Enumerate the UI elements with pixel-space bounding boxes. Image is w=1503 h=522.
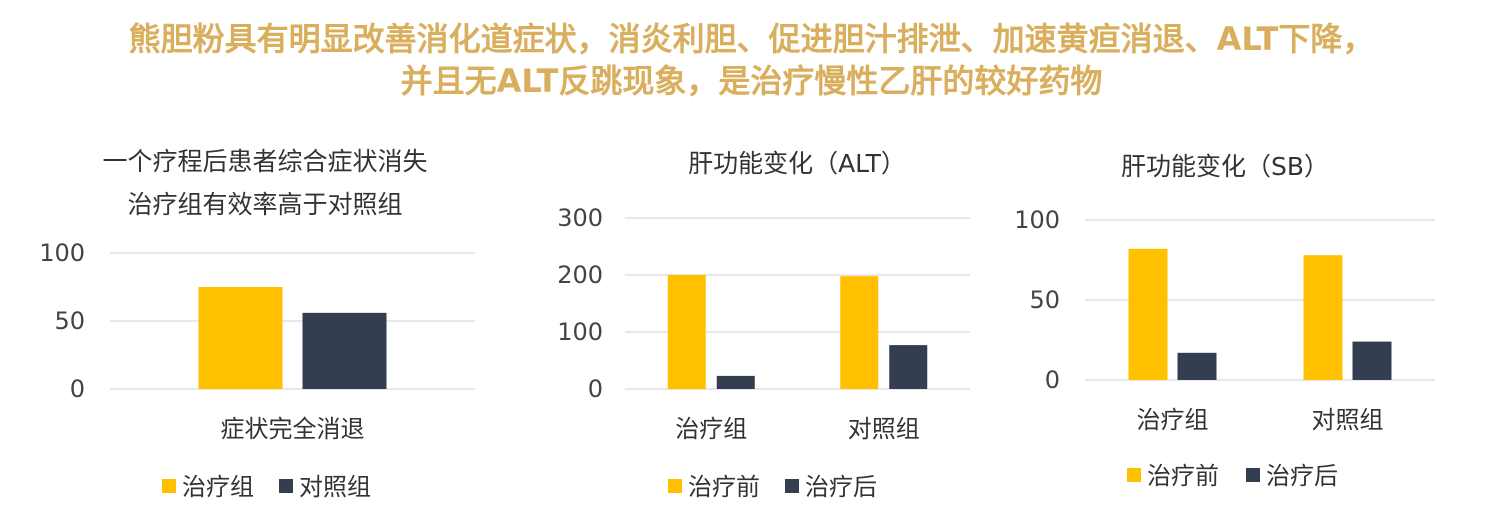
bar-series-1: [1303, 255, 1343, 380]
chart-symptoms: 一个疗程后患者综合症状消失 治疗组有效率高于对照组 0 50 100 症状完全消退 治…: [39, 147, 475, 501]
bar-series-2: [1177, 352, 1217, 380]
legend-label-after: 治疗后: [1266, 462, 1338, 490]
y-tick-label: 300: [557, 204, 603, 232]
legend-label-control: 对照组: [299, 473, 371, 501]
y-tick-label: 200: [557, 261, 603, 289]
x-category-label: 治疗组: [675, 415, 747, 443]
y-tick-label: 0: [588, 375, 603, 403]
legend-swatch-treatment: [162, 479, 176, 493]
x-category-label: 症状完全消退: [221, 415, 365, 443]
x-category-label: 对照组: [1312, 406, 1384, 434]
chart-symptoms-legend: 治疗组 对照组: [162, 473, 371, 501]
y-tick-label: 100: [557, 318, 603, 346]
legend-label-after: 治疗后: [805, 473, 877, 501]
bar-series-2: [716, 375, 755, 389]
y-tick-label: 50: [1029, 286, 1060, 314]
chart-sb-title: 肝功能变化（SB）: [1121, 152, 1329, 181]
chart-symptoms-subtitle: 治疗组有效率高于对照组: [127, 190, 402, 219]
y-tick-label: 100: [39, 239, 85, 267]
bar-series-2: [302, 312, 387, 389]
chart-symptoms-title: 一个疗程后患者综合症状消失: [102, 147, 427, 176]
legend-label-before: 治疗前: [1147, 462, 1219, 490]
legend-swatch-before: [1127, 468, 1141, 482]
bar-series-2: [1352, 341, 1392, 380]
bar-series-1: [1128, 248, 1168, 380]
legend-label-before: 治疗前: [688, 473, 760, 501]
chart-sb-plot: 0 50 100 治疗组 对照组: [1014, 206, 1435, 434]
chart-alt-title: 肝功能变化（ALT）: [688, 149, 906, 178]
legend-swatch-before: [668, 479, 682, 493]
chart-sb: 肝功能变化（SB） 0 50 100 治疗组 对照组 治疗前 治疗后: [1014, 152, 1435, 490]
chart-sb-legend: 治疗前 治疗后: [1127, 462, 1338, 490]
bar-series-1: [840, 276, 879, 389]
legend-swatch-after: [1246, 468, 1260, 482]
chart-symptoms-plot: 0 50 100 症状完全消退: [39, 239, 475, 443]
bar-series-1: [667, 275, 706, 389]
y-tick-label: 50: [54, 307, 85, 335]
legend-label-treatment: 治疗组: [182, 473, 254, 501]
bar-series-1: [198, 287, 283, 389]
bar-series-2: [889, 345, 928, 389]
chart-alt-plot: 0 100 200 300 治疗组 对照组: [557, 204, 970, 443]
chart-alt: 肝功能变化（ALT） 0 100 200 300 治疗组 对照组 治疗前 治疗后: [557, 149, 970, 501]
y-tick-label: 100: [1014, 206, 1060, 234]
legend-swatch-after: [785, 479, 799, 493]
legend-swatch-control: [279, 479, 293, 493]
headline-line-1: 熊胆粉具有明显改善消化道症状，消炎利胆、促进胆汁排泄、加速黄疸消退、ALT下降，: [128, 20, 1375, 58]
y-tick-label: 0: [1045, 366, 1060, 394]
headline-line-2: 并且无ALT反跳现象，是治疗慢性乙肝的较好药物: [400, 62, 1103, 100]
chart-alt-legend: 治疗前 治疗后: [668, 473, 877, 501]
y-tick-label: 0: [70, 375, 85, 403]
x-category-label: 治疗组: [1137, 406, 1209, 434]
x-category-label: 对照组: [848, 415, 920, 443]
